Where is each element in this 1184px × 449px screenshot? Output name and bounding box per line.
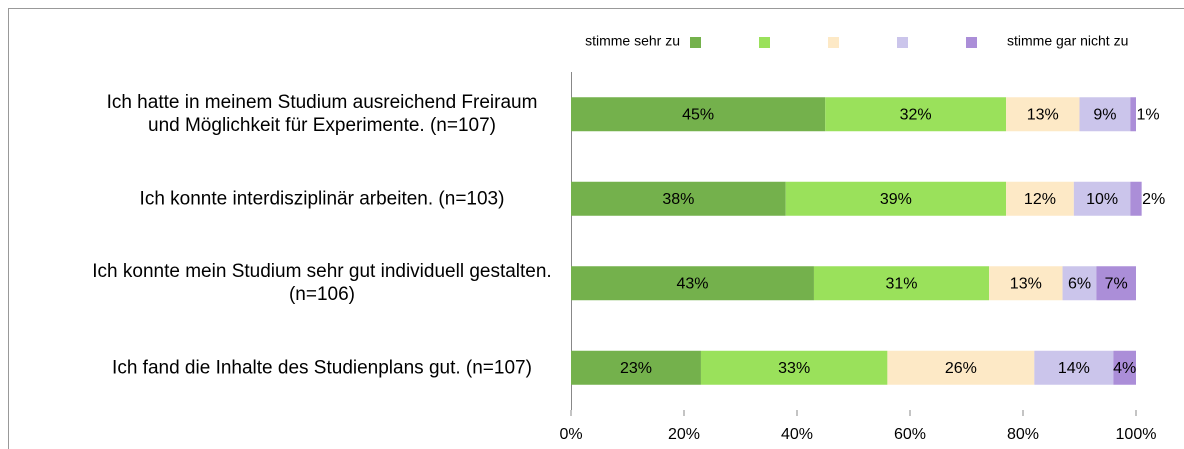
data-label: 9% <box>1093 106 1116 123</box>
data-label: 38% <box>662 191 694 208</box>
bar-segment <box>1073 181 1131 216</box>
bar-segment <box>1006 181 1074 216</box>
bar-segment <box>571 266 814 301</box>
x-tick-label: 60% <box>894 426 926 443</box>
bar-segment <box>571 97 826 132</box>
legend-swatch <box>897 37 908 48</box>
data-label: 26% <box>945 360 977 377</box>
data-label: 13% <box>1027 106 1059 123</box>
x-tick-label: 40% <box>781 426 813 443</box>
data-label: 14% <box>1058 360 1090 377</box>
x-tick-label: 80% <box>1007 426 1039 443</box>
legend-swatch <box>828 37 839 48</box>
bar-segment <box>571 350 701 385</box>
category-label: Ich fand die Inhalte des Studienplans gu… <box>112 357 532 379</box>
data-label: 32% <box>900 106 932 123</box>
category-label: Ich konnte mein Studium sehr gut individ… <box>92 261 552 306</box>
data-label: 31% <box>886 275 918 292</box>
bar-segment <box>989 266 1063 301</box>
legend-swatch <box>966 37 977 48</box>
bar-segment <box>1130 97 1136 132</box>
data-label: 6% <box>1068 275 1091 292</box>
x-tick-label: 20% <box>668 426 700 443</box>
legend-label: stimme sehr zu <box>585 33 680 49</box>
bar-segment <box>887 350 1035 385</box>
bar-segment <box>1130 181 1142 216</box>
data-label: 7% <box>1105 275 1128 292</box>
data-label: 45% <box>682 106 714 123</box>
data-label: 1% <box>1136 106 1159 123</box>
category-label: Ich hatte in meinem Studium ausreichend … <box>106 92 538 137</box>
bar-segment <box>1034 350 1114 385</box>
bar-segment <box>813 266 990 301</box>
data-label: 43% <box>676 275 708 292</box>
category-label: Ich konnte interdisziplinär arbeiten. (n… <box>139 188 505 210</box>
bar-segment <box>1113 350 1136 385</box>
data-label: 12% <box>1024 191 1056 208</box>
data-label: 13% <box>1010 275 1042 292</box>
bar-segment <box>700 350 888 385</box>
bar-segment <box>785 181 1007 216</box>
x-tick-label: 100% <box>1116 426 1157 443</box>
bar-segment <box>825 97 1007 132</box>
bar-segment <box>1096 266 1136 301</box>
data-label: 23% <box>620 360 652 377</box>
legend-swatch <box>690 37 701 48</box>
bar-segment <box>571 181 786 216</box>
bar-segment <box>1006 97 1080 132</box>
data-label: 33% <box>778 360 810 377</box>
data-label: 10% <box>1086 191 1118 208</box>
data-label: 4% <box>1113 360 1136 377</box>
legend-swatch <box>759 37 770 48</box>
legend-label: stimme gar nicht zu <box>1007 33 1128 49</box>
x-tick-label: 0% <box>559 426 582 443</box>
bar-segment <box>1062 266 1097 301</box>
bar-segment <box>1079 97 1131 132</box>
data-label: 2% <box>1142 191 1165 208</box>
data-label: 39% <box>880 191 912 208</box>
